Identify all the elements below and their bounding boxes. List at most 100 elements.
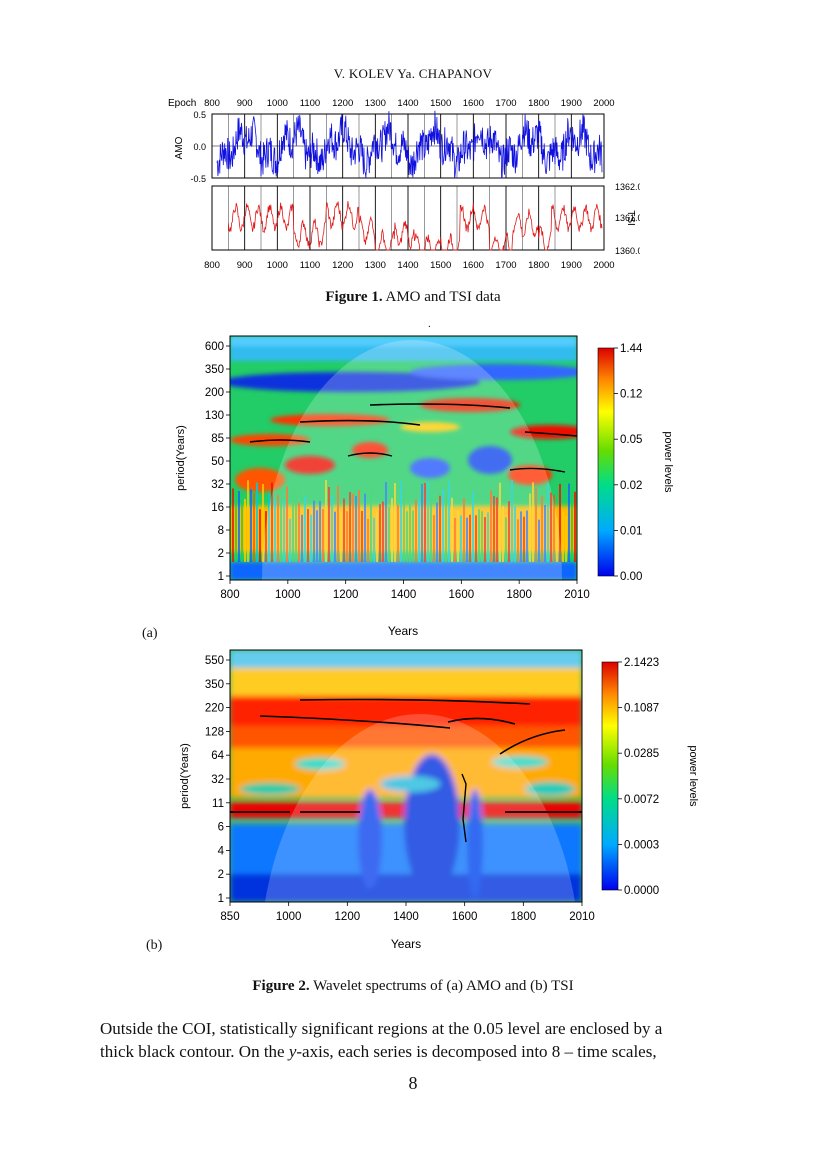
fig2a-band [301,514,303,562]
fig2a-cbar-tick-5: 0.00 [620,571,642,583]
fig2a-band [454,517,456,562]
figure2b-colorbar [601,661,619,891]
fig2a-band [232,488,234,562]
figure1-caption-label: Figure 1. [325,289,383,305]
fig2b-xtick-0: 850 [220,911,239,923]
fig2a-band [562,511,564,562]
fig1-bottom-tick-12: 2000 [593,260,614,271]
fig1-bottom-tick-3: 1100 [300,260,320,271]
fig2b-xtick-3: 1400 [393,911,419,923]
fig2a-band [424,482,426,562]
paragraph-line-1: Outside the COI, statistically significa… [100,1019,663,1038]
fig2a-band [415,499,417,562]
fig2a-band [259,509,261,562]
fig1-top-tick-3: 1100 [300,98,320,109]
fig1-bottom-tick-8: 1600 [463,260,484,271]
fig2a-band [235,485,237,562]
fig2a-band [511,480,513,562]
fig2a-band [487,512,489,562]
fig1-top-tick-9: 1700 [495,98,516,109]
fig2a-band [358,490,360,562]
fig2a-band [574,491,576,562]
fig2a-band [343,498,345,562]
fig2a-band [295,482,297,562]
figure1-timeseries: Epoch 800 900 1000 1100 1200 1300 1400 1500 1600… [168,98,640,271]
fig2a-band [406,511,408,562]
fig2a-xtick-2: 1200 [333,589,359,601]
fig2a-band [439,495,441,562]
fig2a-band [289,518,291,562]
fig1-top-tick-6: 1400 [397,98,418,109]
figure2a-x-ticks: 800 1000 1200 1400 1600 1800 2010 [220,580,590,601]
fig2a-band [565,515,567,562]
body-paragraph: Outside the COI, statistically significa… [100,1017,726,1063]
figure2-caption: Figure 2. Wavelet spectrums of (a) AMO a… [0,978,826,995]
fig2a-ytick-10: 1 [218,571,224,583]
figure2a-coi [262,340,562,580]
fig2a-band [460,515,462,562]
fig2a-band [364,493,366,562]
fig2a-band [541,496,543,562]
fig2a-cbar-tick-4: 0.01 [620,525,642,537]
fig1-top-tick-10: 1800 [528,98,549,109]
fig2a-band [442,488,444,562]
fig2a-band [250,489,252,562]
fig1-top-tick-8: 1600 [463,98,484,109]
figure1-vertical-markers-2 [228,186,572,250]
fig2a-band [271,482,273,562]
fig2a-band [571,487,573,562]
paragraph-line-2: thick black contour. On the y-axis, each… [100,1040,726,1063]
fig2a-band [262,483,264,562]
fig2a-band [472,491,474,562]
fig1-bottom-tick-9: 1700 [495,260,516,271]
fig2a-band [508,501,510,562]
paragraph-line-2b: -axis, each series is decomposed into 8 … [296,1042,657,1061]
fig2a-band [352,493,354,562]
fig2a-band [292,487,294,562]
fig2a-ytick-9: 2 [218,548,224,560]
figure2b-heatmap [230,650,582,902]
fig2a-band [451,497,453,562]
fig2a-band [520,511,522,562]
fig2a-band [535,487,537,562]
fig1-bottom-tick-4: 1200 [332,260,353,271]
fig2a-band [544,504,546,562]
fig2b-ytick-9: 2 [218,869,224,881]
tsi-tick-0: 1362.0 [615,182,640,192]
fig2b-xtick-6: 2010 [569,911,595,923]
fig2a-band [418,499,420,562]
fig2a-band [331,494,333,562]
figure2a-highfreq-bands [232,480,576,562]
fig2a-band [313,500,315,562]
fig1-top-tick-0: 800 [204,98,220,109]
fig2a-ytick-3: 130 [205,410,224,422]
fig2a-ytick-8: 8 [218,525,224,537]
fig2a-band [550,492,552,562]
figure2a-colorbar-ticks: 1.44 0.12 0.05 0.02 0.01 0.00 [614,343,643,583]
fig2a-band [493,496,495,562]
fig2a-band [304,496,306,562]
fig1-bottom-tick-1: 900 [237,260,253,271]
figure2a-colorbar-label: power levels [662,431,674,493]
fig2a-ytick-1: 350 [205,364,224,376]
fig2a-band [298,503,300,562]
fig2a-band [547,483,549,562]
fig2a-band [559,483,561,562]
fig2a-band [412,510,414,562]
amo-tick-1: 0.0 [193,142,206,152]
amo-series-line [216,110,603,179]
fig2b-cbar-tick-4: 0.0003 [624,839,659,851]
fig2a-band [568,483,570,562]
fig2a-band [391,498,393,562]
figure2-caption-text: Wavelet spectrums of (a) AMO and (b) TSI [309,978,574,994]
fig2b-ytick-2: 220 [205,703,224,715]
amo-tick-0: 0.5 [193,110,206,120]
fig1-bottom-tick-6: 1400 [397,260,418,271]
fig2a-ytick-6: 32 [211,479,224,491]
fig2a-band [394,483,396,562]
running-header: V. KOLEV Ya. CHAPANOV [333,66,493,81]
fig2a-band [397,504,399,562]
fig2b-xtick-5: 1800 [511,911,537,923]
panel-label-a: (a) [142,626,158,641]
